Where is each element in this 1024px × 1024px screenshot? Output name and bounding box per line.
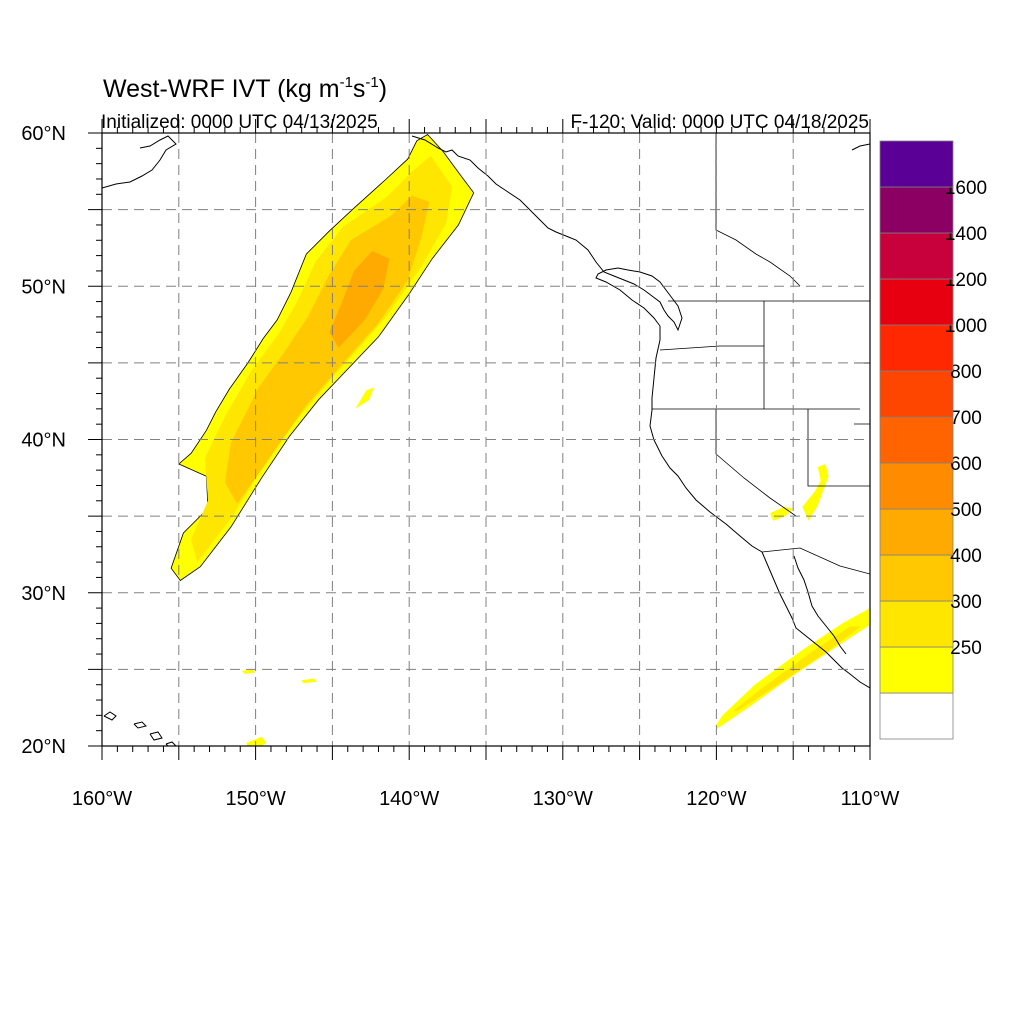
map-plot-area: 160°W 150°W 140°W 130°W 120°W 110°W 60°N 50°N 40… [21, 119, 900, 810]
coastline-bc [595, 267, 683, 332]
coastline-west-us [649, 326, 763, 553]
border-us-mexico [761, 547, 870, 575]
lon-tick-label: 110°W [841, 788, 900, 810]
lat-tick-label: 30°N [21, 583, 66, 605]
lat-tick-label: 50°N [21, 276, 66, 298]
colorbar-segment [879, 278, 954, 326]
colorbar-segment [879, 692, 954, 740]
colorbar-label: 1400 [945, 224, 987, 245]
colorbar-segment [879, 462, 954, 510]
border-nv-az [807, 409, 870, 487]
colorbar-segment [879, 554, 954, 602]
coastline-alaska-southwest [102, 135, 177, 189]
lat-tick-label: 20°N [21, 736, 66, 758]
axis-tick-labels: 160°W 150°W 140°W 130°W 120°W 110°W 60°N 50°N 40… [21, 123, 899, 810]
lat-tick-label: 60°N [21, 123, 66, 145]
coastline-gulf-california [793, 555, 847, 655]
ivt-contour-250-7 [802, 464, 829, 521]
lon-tick-label: 160°W [72, 788, 132, 810]
colorbar-label: 1000 [945, 316, 987, 337]
colorbar-segment [879, 508, 954, 556]
lon-tick-label: 120°W [686, 788, 746, 810]
colorbar-label: 800 [950, 362, 982, 383]
ivt-colorbar: 250 300 400 500 600 700 800 1000 1200 1400 1600 [879, 140, 987, 740]
ivt-contour-250-6 [355, 387, 374, 409]
axis-tick-marks [88, 119, 871, 760]
colorbar-label: 1600 [945, 178, 987, 199]
colorbar-segment [879, 600, 954, 648]
coastline-baja [761, 551, 870, 689]
hawaii-2 [133, 721, 147, 729]
colorbar-label: 700 [950, 408, 982, 429]
hawaii-1 [103, 711, 117, 721]
border-wa-or [659, 345, 764, 351]
coastlines [102, 135, 870, 746]
ivt-contour-250-9 [246, 736, 267, 746]
initialized-time: Initialized: 0000 UTC 04/13/2025 [101, 112, 378, 133]
ivt-contour-250-10 [241, 669, 256, 674]
colorbar-label: 300 [950, 592, 982, 613]
lon-tick-label: 150°W [225, 788, 285, 810]
hawaii-4 [165, 741, 177, 746]
lon-tick-label: 140°W [379, 788, 439, 810]
colorbar-label: 250 [950, 638, 982, 659]
colorbar-segment [879, 646, 954, 694]
lon-tick-label: 130°W [533, 788, 593, 810]
colorbar-segment [879, 186, 954, 234]
coastline-alaska [411, 135, 665, 311]
lat-tick-label: 40°N [21, 430, 66, 452]
colorbar-segment [879, 370, 954, 418]
valid-time: F-120: Valid: 0000 UTC 04/18/2025 [570, 112, 869, 133]
colorbar-segment [879, 324, 954, 372]
ivt-contour-300-5 [733, 626, 861, 711]
colorbar-label: 1200 [945, 270, 987, 291]
coastline-yukon-top [851, 143, 870, 151]
colorbar-label: 500 [950, 500, 982, 521]
colorbar-segment [879, 416, 954, 464]
colorbar-segment [879, 140, 954, 188]
colorbar-label: 400 [950, 546, 982, 567]
colorbar-label: 600 [950, 454, 982, 475]
colorbar-segment [879, 232, 954, 280]
ivt-contour-250-11 [301, 678, 317, 684]
ivt-contour-500-3 [329, 251, 390, 348]
map-gridlines [102, 133, 870, 746]
hawaii-3 [149, 731, 163, 741]
map-title: West-WRF IVT (kg m-1s-1) [103, 74, 387, 103]
